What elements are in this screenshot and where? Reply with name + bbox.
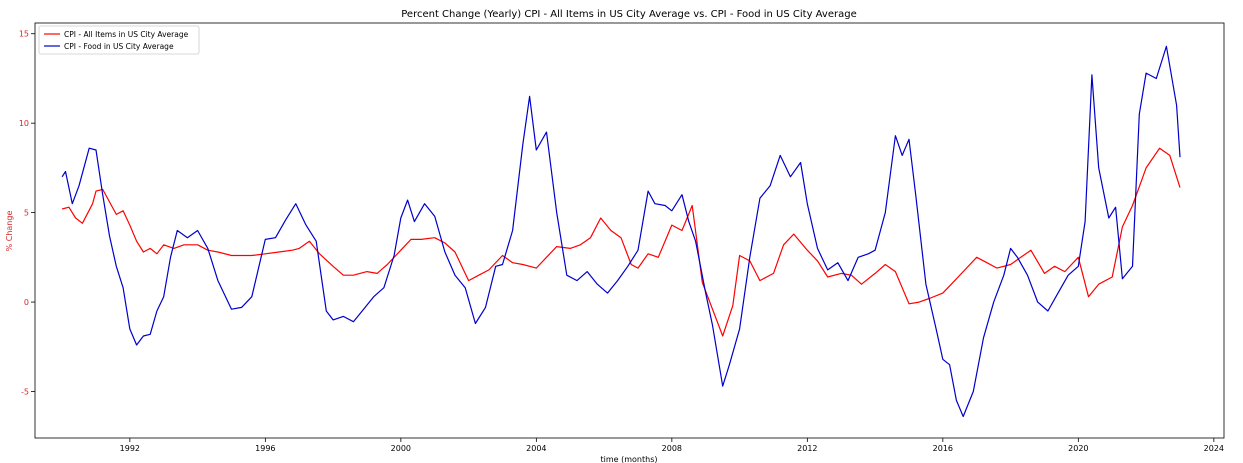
y-axis-label: % Change <box>5 211 14 252</box>
legend: CPI - All Items in US City Average CPI -… <box>38 25 200 55</box>
x-tick-label: 1992 <box>120 444 140 453</box>
series-layer <box>61 45 1181 418</box>
x-tick-label: 2004 <box>526 444 546 453</box>
y-tick-label: 5 <box>24 209 29 218</box>
x-tick-label: 2000 <box>391 444 411 453</box>
legend-label-all-items: CPI - All Items in US City Average <box>64 30 189 39</box>
series-line-food <box>61 45 1181 418</box>
x-tick-label: 2016 <box>933 444 953 453</box>
y-tick-label: 10 <box>19 119 29 128</box>
y-axis: -5 0 5 10 15 <box>19 30 35 396</box>
x-tick-label: 2012 <box>797 444 817 453</box>
x-tick-label: 2024 <box>1204 444 1224 453</box>
y-tick-label: 15 <box>19 30 29 39</box>
y-tick-label: -5 <box>21 387 29 396</box>
x-tick-label: 2008 <box>662 444 682 453</box>
x-axis: 1992 1996 2000 2004 2008 2012 2016 2020 2024 <box>120 438 1224 453</box>
x-tick-label: 2020 <box>1068 444 1088 453</box>
x-axis-label: time (months) <box>601 455 658 463</box>
plot-area-frame <box>34 22 1225 439</box>
x-tick-label: 1996 <box>255 444 275 453</box>
chart-title: Percent Change (Yearly) CPI - All Items … <box>401 9 857 20</box>
legend-label-food: CPI - Food in US City Average <box>64 42 174 51</box>
y-tick-label: 0 <box>24 298 29 307</box>
legend-box <box>38 25 200 55</box>
series-line-all-items <box>61 147 1181 337</box>
